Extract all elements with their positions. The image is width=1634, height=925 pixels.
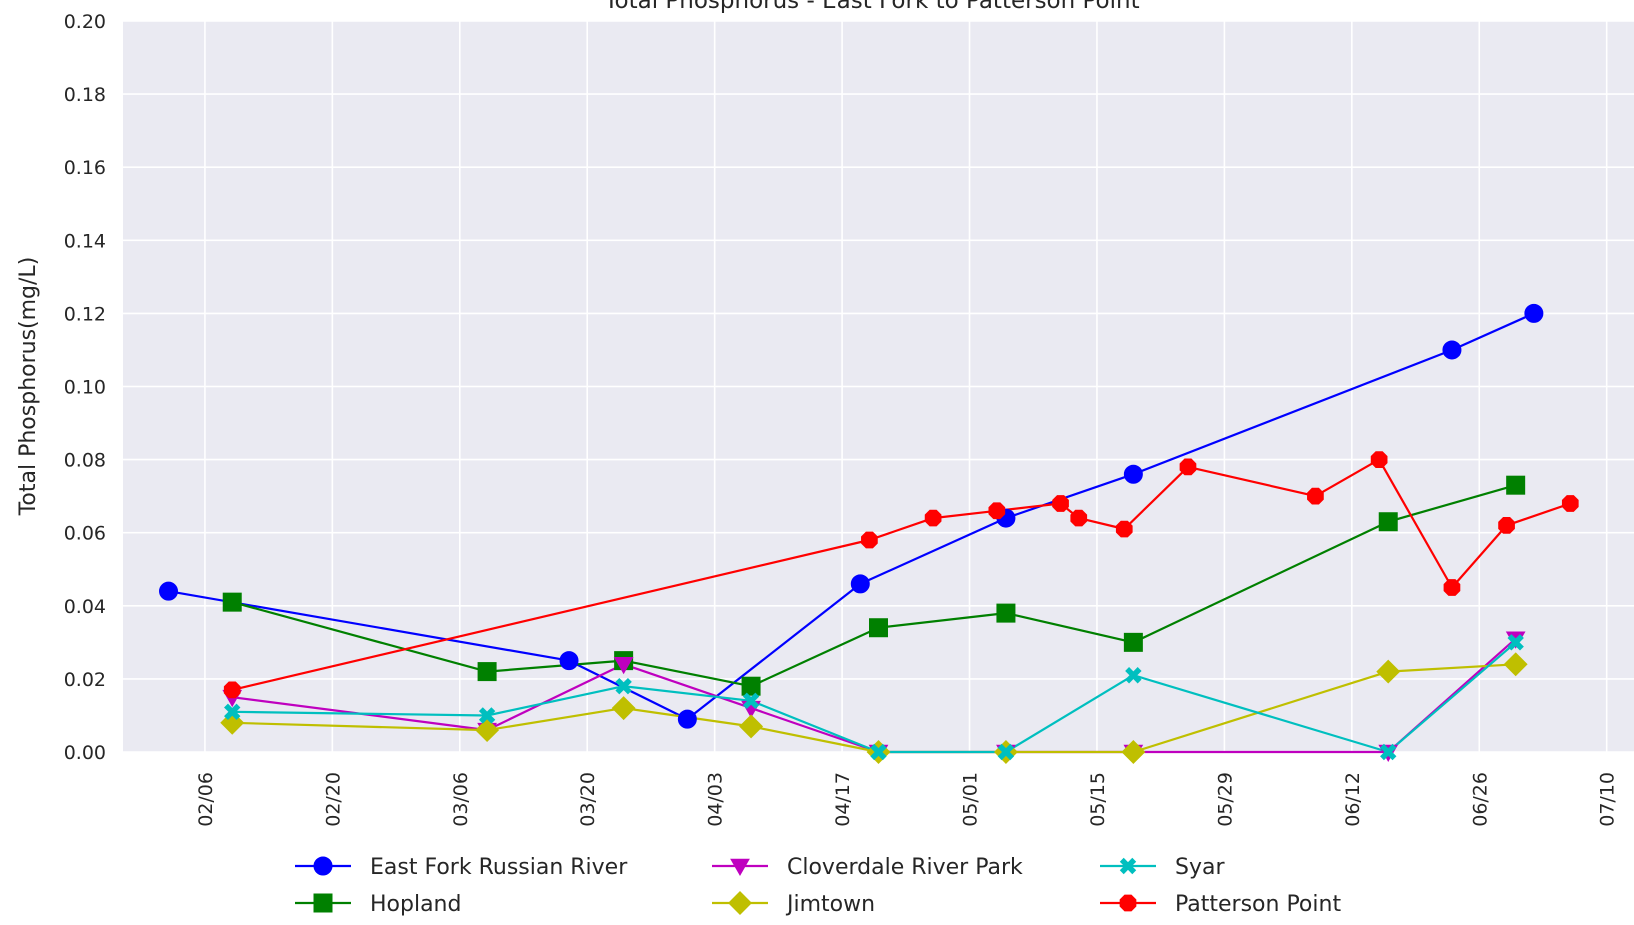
data-point-patterson-point	[1561, 495, 1579, 512]
data-point-hopland	[741, 676, 761, 696]
series-markers	[159, 303, 1579, 764]
y-tick-label: 0.10	[64, 377, 106, 399]
data-point-syar	[742, 692, 760, 710]
legend-item-cloverdale-river-park: Cloverdale River Park	[712, 855, 1023, 880]
y-tick-label: 0.16	[64, 157, 106, 179]
legend-item-patterson-point: Patterson Point	[1100, 892, 1341, 917]
data-point-east-fork-russian-river	[1123, 464, 1143, 484]
data-point-jimtown	[739, 714, 764, 739]
data-point-hopland	[477, 662, 497, 682]
legend-label-hopland: Hopland	[370, 892, 461, 917]
data-point-hopland	[869, 618, 888, 638]
y-tick-label: 0.02	[64, 669, 106, 691]
data-point-cloverdale-river-park	[613, 657, 634, 675]
y-tick-label: 0.18	[64, 84, 106, 106]
data-point-jimtown	[1121, 740, 1146, 764]
y-tick-label: 0.06	[64, 523, 106, 545]
legend-item-east-fork-russian-river: East Fork Russian River	[295, 855, 628, 880]
x-tick-label: 05/01	[960, 772, 982, 827]
data-point-hopland	[1506, 475, 1526, 495]
y-tick-label: 0.04	[64, 596, 106, 618]
y-tick-labels: 0.00 0.02 0.04 0.06 0.08 0.10 0.12 0.14 0.16 0.18…	[64, 11, 106, 764]
data-point-hopland	[1123, 632, 1143, 652]
legend-item-jimtown: Jimtown	[712, 891, 875, 917]
data-point-syar	[997, 743, 1015, 761]
data-point-patterson-point	[1307, 487, 1324, 505]
legend-label-jimtown: Jimtown	[785, 892, 875, 917]
data-point-east-fork-russian-river	[850, 574, 870, 594]
x-tick-label: 06/12	[1342, 772, 1364, 827]
data-point-patterson-point	[1070, 509, 1088, 527]
legend-marker-east-fork-russian-river	[313, 856, 333, 876]
legend-marker-hopland	[313, 893, 333, 913]
data-point-jimtown	[1376, 659, 1401, 684]
legend: East Fork Russian River Hopland Cloverdale…	[295, 855, 1341, 917]
legend-item-syar: Syar	[1100, 855, 1225, 880]
data-point-hopland	[222, 592, 242, 612]
x-tick-label: 05/15	[1087, 772, 1109, 827]
y-tick-label: 0.20	[64, 11, 106, 33]
data-point-east-fork-russian-river	[1524, 303, 1544, 323]
data-point-east-fork-russian-river	[159, 581, 179, 601]
x-tick-label: 05/29	[1214, 772, 1236, 827]
y-tick-label: 0.08	[64, 450, 106, 472]
grid	[123, 20, 1634, 753]
legend-marker-jimtown	[728, 891, 752, 915]
y-tick-label: 0.14	[64, 230, 106, 252]
data-point-jimtown	[611, 696, 636, 721]
legend-label-east-fork-russian-river: East Fork Russian River	[370, 855, 628, 880]
data-point-patterson-point	[924, 509, 942, 527]
chart-title: Total Phosphorus - East Fork to Patterso…	[603, 0, 1139, 14]
data-point-syar	[478, 707, 496, 724]
series-line-east-fork-russian-river	[168, 312, 1535, 721]
data-point-hopland	[996, 603, 1016, 623]
x-tick-label: 07/10	[1597, 772, 1619, 827]
x-tick-label: 02/20	[322, 772, 344, 827]
data-point-patterson-point	[1443, 579, 1461, 596]
y-tick-label: 0.12	[64, 303, 106, 325]
x-tick-labels: 02/06 02/20 03/06 03/20 04/03 04/17 05/01 05/15…	[195, 772, 1619, 827]
legend-label-patterson-point: Patterson Point	[1175, 892, 1341, 917]
data-point-east-fork-russian-river	[1442, 340, 1462, 360]
data-point-patterson-point	[1498, 517, 1515, 534]
y-tick-label: 0.00	[64, 742, 106, 764]
x-tick-label: 04/03	[705, 772, 727, 827]
x-tick-label: 03/06	[450, 772, 472, 827]
x-tick-label: 06/26	[1469, 772, 1491, 827]
data-point-patterson-point	[223, 681, 241, 699]
legend-item-hopland: Hopland	[295, 892, 461, 917]
x-tick-label: 02/06	[195, 772, 217, 827]
data-point-syar	[870, 743, 887, 761]
data-point-syar	[224, 703, 241, 721]
data-point-patterson-point	[1370, 451, 1388, 468]
y-axis-label: Total Phosphorus(mg/L)	[16, 257, 41, 517]
data-point-patterson-point	[1052, 495, 1069, 512]
data-point-patterson-point	[861, 531, 878, 549]
data-point-syar	[1507, 634, 1524, 651]
legend-label-cloverdale-river-park: Cloverdale River Park	[787, 855, 1023, 880]
data-point-hopland	[1378, 512, 1398, 532]
data-point-jimtown	[1503, 652, 1528, 677]
data-point-east-fork-russian-river	[559, 651, 579, 671]
x-tick-label: 04/17	[832, 772, 854, 827]
data-point-syar	[615, 678, 632, 695]
legend-marker-cloverdale-river-park	[730, 858, 750, 877]
legend-label-syar: Syar	[1175, 855, 1225, 880]
data-point-syar	[1380, 743, 1397, 761]
data-point-east-fork-russian-river	[677, 709, 697, 729]
legend-marker-syar	[1119, 857, 1137, 875]
legend-marker-patterson-point	[1119, 894, 1137, 912]
x-tick-label: 03/20	[577, 772, 599, 827]
data-point-syar	[1125, 667, 1142, 684]
data-point-patterson-point	[1179, 458, 1197, 476]
data-point-jimtown	[475, 718, 500, 743]
data-point-patterson-point	[1115, 520, 1133, 538]
data-point-patterson-point	[988, 502, 1006, 520]
